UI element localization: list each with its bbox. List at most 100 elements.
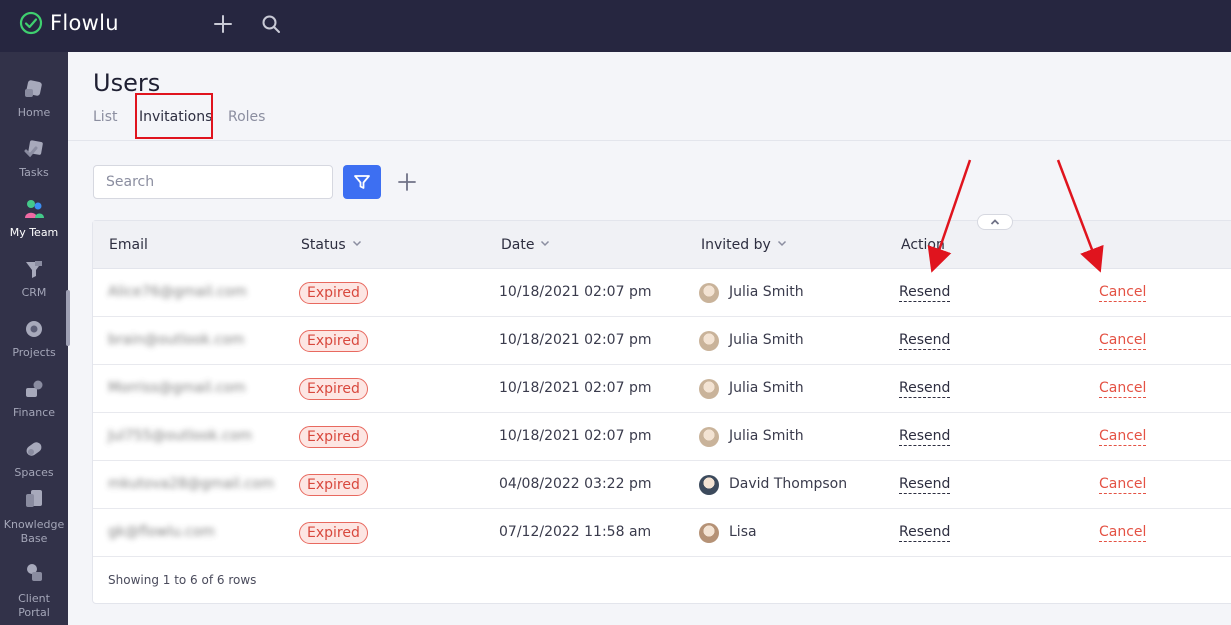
search-icon[interactable] — [261, 14, 281, 34]
chevron-down-icon — [352, 240, 361, 247]
tab-list[interactable]: List — [93, 109, 118, 125]
flowlu-logo-icon — [19, 11, 43, 35]
sidebar-item-label: Finance — [12, 406, 56, 419]
add-invitation-icon[interactable] — [396, 171, 418, 193]
sidebar: Home Tasks My Team CRM Projects — [0, 52, 68, 625]
resend-link[interactable]: Resend — [899, 428, 951, 446]
column-header-email[interactable]: Email — [109, 237, 148, 253]
invited-by-cell: Julia Smith — [729, 332, 804, 348]
status-badge: Expired — [299, 282, 368, 304]
table-row: Morriss@gmail.com Expired 10/18/2021 02:07… — [93, 365, 1231, 413]
email-cell: gk@flowlu.com — [108, 524, 215, 540]
spaces-icon — [26, 442, 42, 456]
invited-by-cell: Julia Smith — [729, 428, 804, 444]
collapse-button[interactable] — [977, 214, 1013, 230]
top-bar: Flowlu — [0, 0, 1231, 52]
column-header-status[interactable]: Status — [301, 237, 362, 253]
date-cell: 10/18/2021 02:07 pm — [499, 380, 652, 396]
sidebar-scrollbar[interactable] — [66, 290, 70, 346]
table-row: gk@flowlu.com Expired 07/12/2022 11:58 am L… — [93, 509, 1231, 557]
sidebar-item-projects[interactable]: Projects — [0, 305, 68, 365]
tab-invitations[interactable]: Invitations — [139, 109, 213, 125]
status-badge: Expired — [299, 522, 368, 544]
avatar — [699, 379, 719, 399]
projects-icon — [26, 321, 42, 337]
column-header-date[interactable]: Date — [501, 237, 550, 253]
app-name: Flowlu — [50, 11, 119, 35]
resend-link[interactable]: Resend — [899, 380, 951, 398]
sidebar-item-crm[interactable]: CRM — [0, 245, 68, 305]
table-row: brain@outlook.com Expired 10/18/2021 02:07… — [93, 317, 1231, 365]
email-cell: Alice76@gmail.com — [108, 284, 247, 300]
email-cell: Morriss@gmail.com — [108, 380, 246, 396]
chevron-down-icon — [541, 240, 550, 247]
avatar — [699, 331, 719, 351]
cancel-link[interactable]: Cancel — [1099, 476, 1147, 494]
sidebar-item-label: My Team — [9, 226, 59, 239]
date-cell: 07/12/2022 11:58 am — [499, 524, 652, 540]
date-cell: 10/18/2021 02:07 pm — [499, 284, 652, 300]
invited-by-cell: Julia Smith — [729, 284, 804, 300]
invited-by-cell: Lisa — [729, 524, 757, 540]
sidebar-item-tasks[interactable]: Tasks — [0, 125, 68, 185]
cancel-link[interactable]: Cancel — [1099, 428, 1147, 446]
filter-icon — [354, 175, 370, 189]
cancel-link[interactable]: Cancel — [1099, 284, 1147, 302]
filter-button[interactable] — [343, 165, 381, 199]
invitations-highlight-box — [135, 93, 213, 139]
column-header-label: Email — [109, 237, 148, 253]
sidebar-item-label: Spaces — [14, 466, 54, 479]
resend-link[interactable]: Resend — [899, 524, 951, 542]
email-cell: mkutova28@gmail.com — [108, 476, 275, 492]
sidebar-item-label: Knowledge — [3, 518, 65, 531]
sidebar-item-my-team[interactable]: My Team — [0, 185, 68, 245]
home-icon — [25, 80, 42, 97]
cancel-link[interactable]: Cancel — [1099, 332, 1147, 350]
sidebar-item-label: Client — [18, 592, 50, 605]
resend-link[interactable]: Resend — [899, 284, 951, 302]
cancel-link[interactable]: Cancel — [1099, 380, 1147, 398]
sidebar-item-finance[interactable]: Finance — [0, 365, 68, 425]
column-header-action: Action — [901, 237, 945, 253]
column-header-invited-by[interactable]: Invited by — [701, 237, 787, 253]
table-row: mkutova28@gmail.com Expired 04/08/2022 03:… — [93, 461, 1231, 509]
sidebar-item-label-line2: Portal — [18, 606, 50, 619]
team-icon — [25, 200, 44, 218]
sidebar-item-knowledge-base[interactable]: Knowledge Base — [0, 485, 68, 551]
table-row: Jul755@outlook.com Expired 10/18/2021 02:0… — [93, 413, 1231, 461]
status-badge: Expired — [299, 330, 368, 352]
avatar — [699, 475, 719, 495]
knowledge-base-icon — [26, 490, 42, 507]
chevron-down-icon — [777, 240, 786, 247]
search-input[interactable] — [93, 165, 333, 199]
sidebar-item-label-line2: Base — [20, 532, 48, 545]
invited-by-cell: Julia Smith — [729, 380, 804, 396]
page-title: Users — [93, 69, 161, 97]
cancel-link[interactable]: Cancel — [1099, 524, 1147, 542]
sidebar-item-client-portal[interactable]: Client Portal — [0, 559, 68, 625]
date-cell: 10/18/2021 02:07 pm — [499, 428, 652, 444]
avatar — [699, 523, 719, 543]
sidebar-item-label: CRM — [21, 286, 47, 299]
sidebar-item-home[interactable]: Home — [0, 65, 68, 125]
status-badge: Expired — [299, 426, 368, 448]
table-row: Alice76@gmail.com Expired 10/18/2021 02:07… — [93, 269, 1231, 317]
sidebar-item-label: Tasks — [19, 166, 49, 179]
resend-link[interactable]: Resend — [899, 332, 951, 350]
sidebar-item-spaces[interactable]: Spaces — [0, 425, 68, 485]
finance-icon — [26, 380, 43, 397]
tab-roles[interactable]: Roles — [228, 109, 266, 125]
chevron-up-icon — [990, 219, 1000, 225]
email-cell: Jul755@outlook.com — [108, 428, 253, 444]
sidebar-item-label: Projects — [12, 346, 56, 359]
date-cell: 10/18/2021 02:07 pm — [499, 332, 652, 348]
status-badge: Expired — [299, 474, 368, 496]
column-header-label: Invited by — [701, 237, 771, 253]
table-header: Email Status Date Invited by Action — [93, 214, 1231, 269]
crm-icon — [26, 261, 42, 278]
add-icon[interactable] — [212, 13, 234, 35]
column-header-label: Date — [501, 237, 535, 253]
app-logo[interactable]: Flowlu — [19, 11, 119, 35]
resend-link[interactable]: Resend — [899, 476, 951, 494]
page-header: Users List Invitations Roles — [68, 52, 1231, 141]
